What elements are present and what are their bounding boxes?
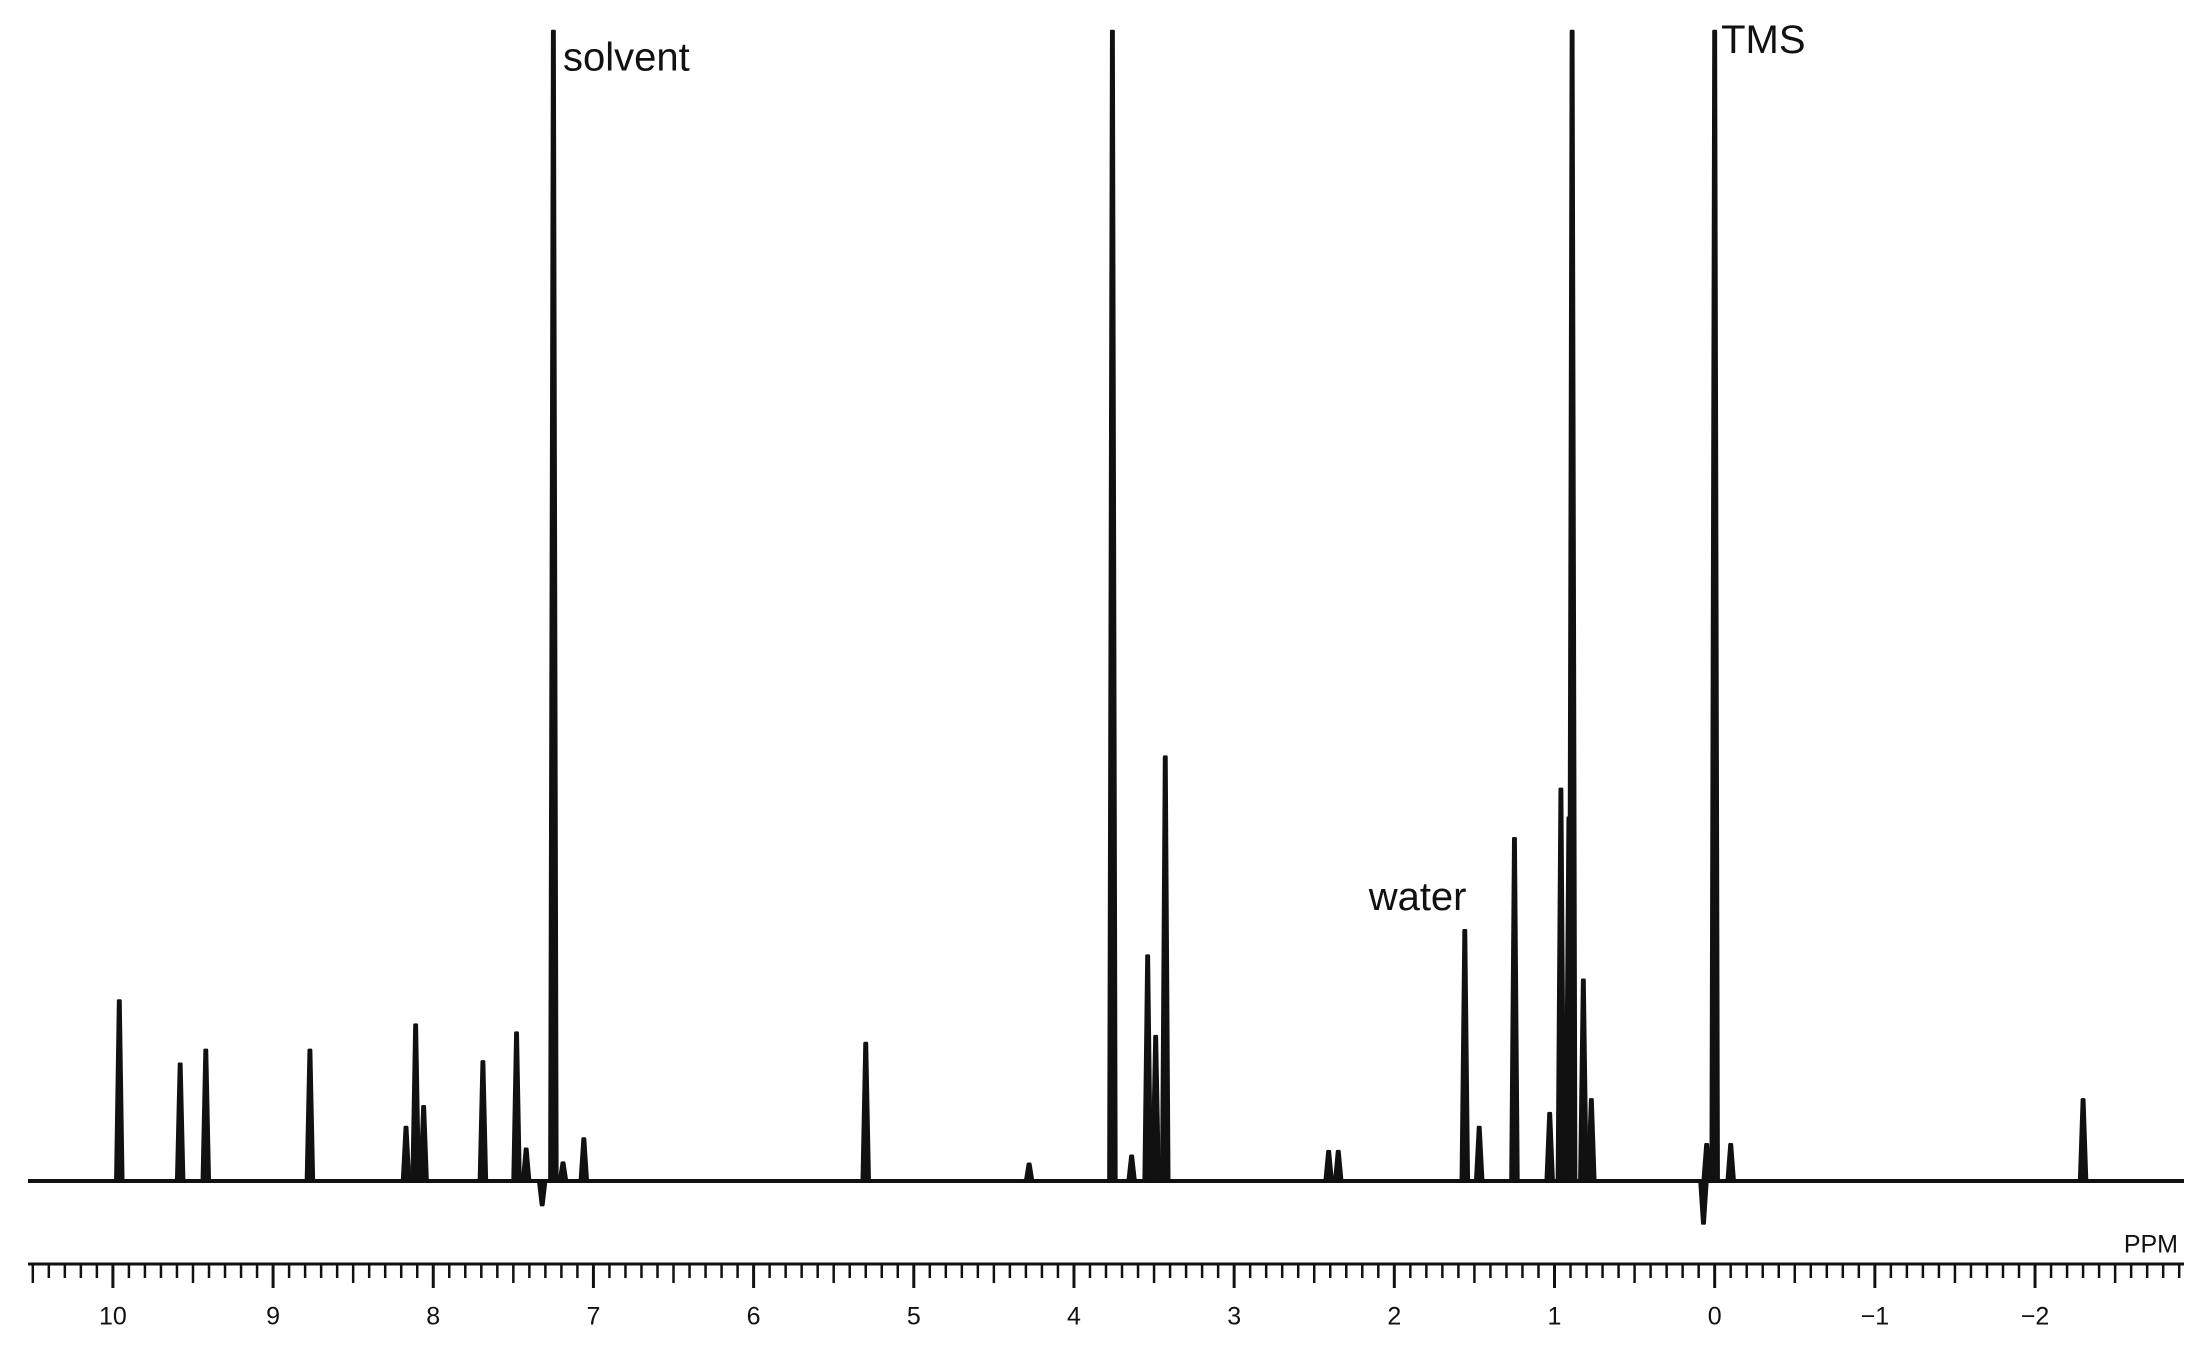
peak [1473, 1125, 1485, 1183]
peak [2077, 1098, 2089, 1183]
peak [200, 1048, 212, 1183]
peak [174, 1062, 186, 1183]
peak [536, 1179, 548, 1207]
x-tick-label: 4 [1067, 1303, 1081, 1331]
peak [410, 1023, 421, 1183]
x-tick-label: 5 [907, 1303, 921, 1331]
peak [520, 1147, 532, 1183]
x-tick-label: 1 [1548, 1303, 1562, 1331]
annotation: solvent [563, 35, 690, 79]
x-tick-label: 7 [586, 1303, 600, 1331]
peak [1698, 1179, 1709, 1225]
x-tick-label: 8 [426, 1303, 440, 1331]
x-tick-label: −1 [1861, 1303, 1890, 1331]
peak [114, 999, 125, 1183]
x-tick-label: 6 [747, 1303, 761, 1331]
peak [1023, 1162, 1035, 1183]
peak [1323, 1149, 1334, 1183]
peak [1142, 954, 1153, 1183]
peak [1586, 1098, 1597, 1183]
peak [1555, 787, 1567, 1183]
peak [1701, 1142, 1712, 1183]
peak [1509, 837, 1520, 1183]
x-tick-label: 2 [1387, 1303, 1401, 1331]
peak [860, 1041, 871, 1183]
peak [557, 1161, 569, 1183]
annotation: water [1368, 875, 1467, 919]
peak [511, 1031, 522, 1183]
x-tick-label: 9 [266, 1303, 280, 1331]
peak [418, 1105, 429, 1183]
x-tick-label: 0 [1708, 1303, 1722, 1331]
peak [1126, 1154, 1137, 1183]
x-axis-label: PPM [2124, 1231, 2178, 1259]
x-tick-label: 3 [1227, 1303, 1241, 1331]
peak [1725, 1142, 1736, 1183]
peak [1709, 29, 1720, 1183]
peak [578, 1137, 590, 1183]
peak [548, 29, 559, 1183]
peak [1544, 1111, 1555, 1183]
peak [1566, 29, 1578, 1183]
x-tick-label: −2 [2021, 1303, 2050, 1331]
peak [1459, 929, 1471, 1183]
annotation: TMS [1721, 18, 1805, 62]
peak [400, 1125, 412, 1183]
peak [1150, 1034, 1161, 1183]
peak [1578, 978, 1589, 1183]
peak [1160, 755, 1171, 1183]
x-tick-label: 10 [99, 1303, 127, 1331]
peak [477, 1060, 489, 1183]
peak [304, 1048, 316, 1183]
peak [1107, 29, 1118, 1183]
peak [1333, 1149, 1344, 1183]
